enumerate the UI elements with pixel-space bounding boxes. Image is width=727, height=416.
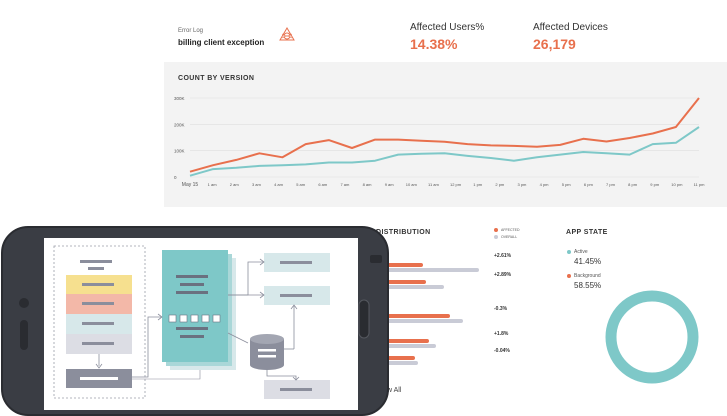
x-tick-label: 6 am <box>318 182 328 187</box>
distribution-pct: -0.04% <box>494 348 510 354</box>
y-tick-label: 0 <box>174 175 177 180</box>
bug-icon <box>279 27 295 41</box>
overall-bar <box>378 285 444 289</box>
x-tick-label: 2 pm <box>495 182 505 187</box>
x-tick-label: May 15 <box>182 182 199 188</box>
chart-title: COUNT BY VERSION <box>178 75 255 82</box>
x-tick-label: 3 pm <box>518 182 528 187</box>
overall-bar <box>378 268 479 272</box>
x-tick-label: 1 am <box>208 182 218 187</box>
phone-illustration <box>1 226 389 416</box>
affected-users-value: 14.38% <box>410 36 458 52</box>
legend-overall: OVERALL <box>494 235 517 239</box>
overall-bar <box>378 344 437 348</box>
overall-bar <box>378 319 463 323</box>
x-tick-label: 5 am <box>296 182 306 187</box>
distribution-title: DISTRIBUTION <box>376 229 431 236</box>
affected-devices-value: 26,179 <box>533 36 576 52</box>
y-tick-label: 100K <box>174 149 185 154</box>
x-tick-label: 3 am <box>252 182 262 187</box>
x-tick-label: 7 pm <box>606 182 616 187</box>
x-tick-label: 5 pm <box>562 182 572 187</box>
active-value: 41.45% <box>574 257 602 266</box>
background-label: Background <box>574 273 601 279</box>
affected-users-label: Affected Users% <box>410 22 485 33</box>
affected-devices-metric: Affected Devices 26,179 <box>533 22 608 52</box>
x-tick-label: 2 am <box>230 182 240 187</box>
affected-bar <box>378 314 451 318</box>
x-tick-label: 7 am <box>340 182 350 187</box>
affected-bar <box>378 263 423 267</box>
legend-affected-label: AFFECTED <box>501 228 520 232</box>
affected-users-metric: Affected Users% 14.38% <box>410 22 484 52</box>
distribution-pct: +1.8% <box>494 331 509 337</box>
app-state-title: APP STATE <box>566 229 608 236</box>
distribution-pct: -0.3% <box>494 306 508 312</box>
affected-bar <box>378 280 426 284</box>
affected-dot-icon <box>494 228 498 232</box>
x-tick-label: 9 am <box>385 182 395 187</box>
error-log-label: Error Log <box>178 28 204 34</box>
affected-bar <box>378 356 416 360</box>
app-state-active: Active 41.45% <box>567 249 601 266</box>
distribution-pct: +2.61% <box>494 253 512 259</box>
active-label: Active <box>574 249 588 255</box>
overall-dot-icon <box>494 235 498 239</box>
x-tick-label: 6 pm <box>584 182 594 187</box>
x-tick-label: 8 pm <box>628 182 638 187</box>
app-state-donut <box>605 290 699 384</box>
view-all-link[interactable]: View All <box>377 387 402 394</box>
x-tick-label: 10 am <box>406 182 418 187</box>
count-by-version-panel: COUNT BY VERSION 0 100K 200K 300K May 15 1 am… <box>164 62 727 207</box>
x-tick-label: 8 am <box>363 182 373 187</box>
affected-bar <box>378 339 429 343</box>
overall-bar <box>378 361 419 365</box>
x-tick-label: 4 pm <box>540 182 550 187</box>
legend-overall-label: OVERALL <box>501 235 518 239</box>
distribution-pct: +2.89% <box>494 272 512 278</box>
background-dot-icon <box>567 274 571 278</box>
x-tick-label: 12 pm <box>450 182 462 187</box>
count-by-version-chart[interactable]: 0 100K 200K 300K May 15 1 am 2 am 3 am 4 am 5 am 6… <box>164 62 727 207</box>
app-state-background: Background 58.55% <box>567 273 601 290</box>
affected-devices-label: Affected Devices <box>533 22 608 33</box>
series-line-overall <box>189 126 700 177</box>
y-tick-label: 200K <box>174 122 185 127</box>
background-value: 58.55% <box>574 281 602 290</box>
x-tick-label: 1 pm <box>473 182 483 187</box>
series-line-affected <box>189 97 700 173</box>
x-tick-label: 9 pm <box>650 182 660 187</box>
legend-affected: AFFECTED <box>494 228 519 232</box>
x-tick-label: 11 am <box>428 182 439 187</box>
x-tick-label: 4 am <box>274 182 284 187</box>
active-dot-icon <box>567 250 571 254</box>
x-tick-label: 11 pm <box>694 182 705 187</box>
x-tick-label: 10 pm <box>671 182 683 187</box>
error-title: billing client exception <box>178 38 265 47</box>
y-tick-label: 300K <box>174 96 185 101</box>
